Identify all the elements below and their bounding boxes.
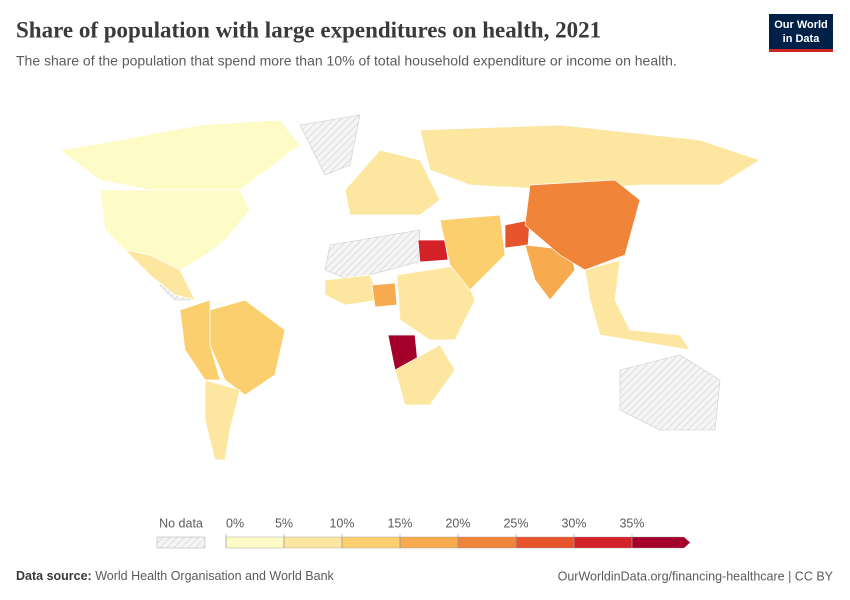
country [524,179,641,271]
title: Share of population with large expenditu… [16,17,601,42]
country [439,214,506,291]
legend-bin [283,536,343,549]
map [59,114,761,461]
country [584,259,691,351]
no-data-label: No data [159,516,203,530]
legend-bin [573,536,633,549]
subtitle: The share of the population that spend m… [16,53,677,69]
country [209,299,286,396]
no-data-region [619,354,721,431]
source: World Health Organisation and World Bank [95,569,334,583]
country [99,189,251,271]
no-data-region [324,229,421,281]
logo-text: in Data [783,33,821,45]
legend-bin [399,536,459,549]
country [179,299,221,381]
no-data-swatch [156,536,206,549]
legend-bin [225,536,285,549]
footer-url: OurWorldinData.org/financing-healthcare … [558,569,834,583]
legend-label: 0% [226,516,244,530]
footer-source: Data source: World Health Organisation a… [16,569,335,583]
country [394,344,456,406]
legend-bin [341,536,401,549]
legend-bin [457,536,517,549]
logo-text: Our World [774,19,828,31]
legend-bin [631,536,691,549]
logo: Our World in Data [769,14,833,52]
country [417,239,449,263]
no-data-region [299,114,361,176]
source-label: Data source: [16,569,92,583]
legend-bin [515,536,575,549]
country [204,379,241,461]
legend-label: 10% [329,516,354,530]
legend-label: 20% [445,516,470,530]
legend-label: 25% [503,516,528,530]
legend-label: 15% [387,516,412,530]
legend-label: 5% [275,516,293,530]
legend-label: 35% [619,516,644,530]
country [59,119,301,191]
legend: No data 0% 5% 10% 15% 20% 25% 30% 35% [156,516,691,549]
country [344,149,441,216]
legend-label: 30% [561,516,586,530]
country [123,249,196,301]
country [419,124,761,191]
country [371,282,398,308]
country [324,274,381,306]
